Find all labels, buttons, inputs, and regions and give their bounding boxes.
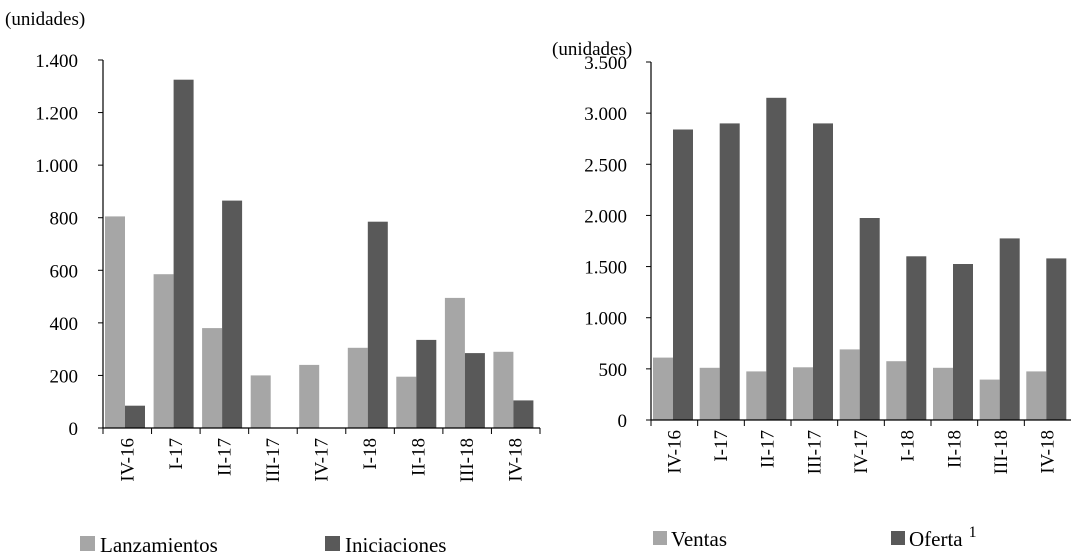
- bar-lanzamientos-iv-16: [105, 216, 125, 428]
- bar-oferta-ii-18: [953, 264, 973, 420]
- bar-ventas-ii-18: [933, 367, 953, 420]
- x-category-label: III-17: [263, 438, 284, 482]
- legend-swatch-lanzamientos: [80, 536, 95, 551]
- x-category-label: IV-17: [312, 438, 333, 482]
- x-category-label: III-18: [991, 430, 1012, 474]
- bar-lanzamientos-iv-17: [299, 364, 320, 428]
- bar-lanzamientos-ii-18: [396, 376, 417, 428]
- x-category-label: II-18: [944, 430, 965, 468]
- bar-oferta-iv-16: [673, 129, 693, 420]
- bar-lanzamientos-ii-17: [202, 328, 223, 428]
- x-category-label: I-18: [360, 438, 381, 470]
- legend-swatch-iniciaciones: [325, 536, 340, 551]
- legend-label-iniciaciones: Iniciaciones: [345, 533, 446, 554]
- x-category-label: I-17: [711, 430, 732, 462]
- legend-swatch-oferta: [891, 531, 905, 545]
- bar-ventas-iv-17: [839, 349, 860, 420]
- x-category-label: I-18: [898, 430, 919, 462]
- bar-oferta-iv-17: [859, 218, 880, 420]
- y-tick-label: 0: [618, 411, 628, 432]
- legend-label-oferta-text: Oferta: [909, 527, 963, 551]
- bar-oferta-iv-18: [1046, 258, 1067, 420]
- bar-iniciaciones-iv-18: [513, 400, 534, 428]
- legend-label-oferta: Oferta 1: [909, 524, 977, 551]
- chart-0-legend: Lanzamientos Iniciaciones: [80, 533, 446, 554]
- bar-iniciaciones-ii-17: [222, 200, 243, 428]
- bar-oferta-iii-18: [999, 238, 1020, 420]
- legend-label-oferta-superscript: 1: [969, 524, 977, 541]
- x-category-label: IV-18: [506, 438, 527, 482]
- y-tick-label: 3.500: [584, 53, 627, 74]
- bar-iniciaciones-iii-18: [464, 353, 485, 428]
- x-category-label: I-17: [166, 438, 187, 470]
- y-tick-label: 1.000: [35, 156, 78, 177]
- bar-oferta-ii-17: [766, 97, 787, 421]
- chart-1-bars: [653, 97, 1067, 421]
- bar-lanzamientos-iii-17: [250, 375, 271, 428]
- bar-oferta-iii-17: [813, 123, 833, 421]
- bar-ventas-ii-17: [746, 371, 767, 420]
- chart-lanzamientos-iniciaciones: (unidades) 0 200 400 600 800 1.000 1.200 1.400 I…: [5, 9, 541, 554]
- chart-ventas-oferta: (unidades) 0 500 1.000 1.500 2.000 2.500 3.000…: [552, 39, 1071, 551]
- y-tick-label: 1.200: [35, 104, 78, 125]
- legend-label-lanzamientos: Lanzamientos: [100, 533, 218, 554]
- y-tick-label: 2.500: [584, 155, 627, 176]
- x-category-label: IV-17: [851, 430, 872, 474]
- y-tick-label: 1.500: [584, 258, 627, 279]
- bar-iniciaciones-ii-18: [416, 339, 437, 428]
- bar-ventas-iii-18: [979, 379, 1000, 420]
- bar-ventas-i-17: [699, 367, 720, 420]
- x-category-label: IV-18: [1038, 430, 1059, 474]
- x-category-label: III-18: [457, 438, 478, 482]
- y-tick-label: 0: [69, 419, 79, 440]
- legend-swatch-ventas: [653, 531, 667, 545]
- x-category-label: IV-16: [664, 430, 685, 474]
- bar-ventas-iii-17: [793, 367, 813, 420]
- chart-1-unit-label: (unidades): [552, 39, 632, 60]
- bar-oferta-i-17: [719, 123, 740, 421]
- bar-ventas-iv-18: [1026, 371, 1047, 420]
- chart-1-legend: Ventas Oferta 1: [653, 524, 977, 551]
- y-tick-label: 2.000: [584, 206, 627, 227]
- x-category-label: II-17: [214, 438, 235, 476]
- y-tick-label: 3.000: [584, 104, 627, 125]
- bar-iniciaciones-i-17: [173, 79, 194, 428]
- chart-1-axes: 0 500 1.000 1.500 2.000 2.500 3.000 3.500 IV-16 I…: [584, 53, 1071, 474]
- y-tick-label: 800: [50, 209, 79, 230]
- x-category-label: IV-16: [117, 438, 138, 482]
- bar-ventas-iv-16: [653, 357, 673, 420]
- bar-lanzamientos-i-18: [347, 347, 368, 428]
- bar-iniciaciones-i-18: [367, 221, 388, 428]
- x-category-label: II-17: [758, 430, 779, 468]
- chart-0-bars: [105, 79, 534, 428]
- chart-0-axes: 0 200 400 600 800 1.000 1.200 1.400 IV-16 I-17 II-…: [35, 51, 541, 482]
- chart-0-unit-label: (unidades): [5, 9, 85, 30]
- bar-lanzamientos-iii-18: [444, 297, 465, 428]
- bar-lanzamientos-iv-18: [493, 351, 514, 428]
- y-tick-label: 1.000: [584, 309, 627, 330]
- y-tick-label: 1.400: [35, 51, 78, 72]
- bar-lanzamientos-i-17: [153, 274, 174, 428]
- legend-label-ventas: Ventas: [671, 527, 727, 551]
- bar-ventas-i-18: [886, 361, 907, 420]
- bar-iniciaciones-iv-16: [125, 405, 145, 428]
- y-tick-label: 400: [50, 314, 79, 335]
- y-tick-label: 500: [599, 360, 628, 381]
- x-category-label: II-18: [409, 438, 430, 476]
- bar-oferta-i-18: [906, 256, 927, 420]
- x-category-label: III-17: [804, 430, 825, 474]
- y-tick-label: 600: [50, 261, 79, 282]
- y-tick-label: 200: [50, 366, 79, 387]
